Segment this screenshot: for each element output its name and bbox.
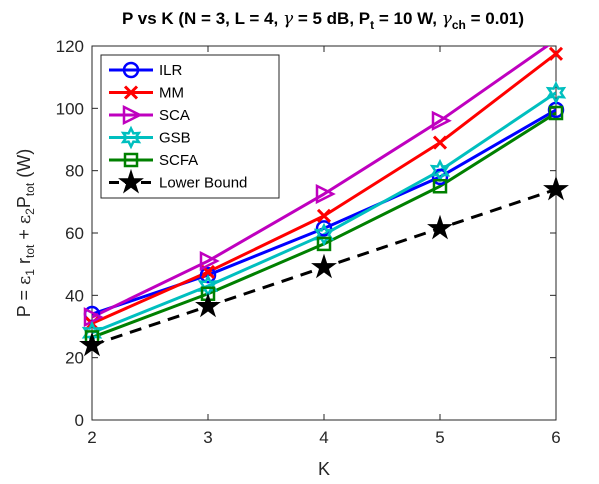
data-point-ilr — [199, 266, 217, 284]
data-point-lower-bound — [79, 331, 105, 357]
y-axis-label: P = ε1 rtot + ε2Ptot (W) — [14, 149, 37, 317]
data-point-mm — [548, 46, 564, 61]
x-tick-label: 4 — [319, 428, 328, 447]
data-point-sca — [315, 184, 336, 205]
chart-title: P vs K (N = 3, L = 4, γ = 5 dB, Pt = 10 … — [122, 9, 524, 32]
data-point-lower-bound — [427, 214, 453, 240]
legend-marker-gsb — [120, 125, 142, 150]
data-point-ilr — [315, 220, 333, 237]
legend-label-mm: MM — [159, 85, 184, 102]
x-tick-label: 6 — [551, 428, 560, 447]
y-tick-label: 120 — [56, 37, 84, 56]
data-point-sca — [431, 110, 452, 131]
legend-marker-scfa — [123, 152, 139, 168]
data-point-scfa — [432, 179, 448, 194]
data-point-sca — [199, 251, 220, 272]
legend-label-gsb: GSB — [159, 130, 191, 147]
data-point-scfa — [548, 105, 564, 121]
x-tick-label: 2 — [87, 428, 96, 447]
data-point-gsb — [313, 222, 335, 247]
data-point-ilr — [431, 168, 449, 186]
y-tick-label: 20 — [65, 349, 84, 368]
y-tick-label: 40 — [65, 286, 84, 305]
series-markers — [79, 46, 569, 357]
legend-label-ilr: ILR — [159, 62, 183, 79]
data-point-mm — [316, 208, 332, 223]
legend-label-sca: SCA — [159, 107, 190, 124]
data-point-lower-bound — [311, 253, 337, 279]
legend-marker-ilr — [122, 61, 140, 79]
data-point-mm — [432, 135, 448, 150]
legend: ILR MM SCA GSB SCFA Lower Bound — [100, 54, 280, 199]
data-point-lower-bound — [543, 175, 569, 201]
y-tick-label: 60 — [65, 224, 84, 243]
legend-marker-lower-bound — [118, 168, 144, 194]
legend-label-scfa: SCFA — [159, 152, 198, 169]
y-tick-label: 80 — [65, 162, 84, 181]
series-line-sca — [92, 46, 550, 319]
data-point-sca — [83, 307, 104, 328]
legend-marker-sca — [122, 104, 143, 126]
x-tick-label: 5 — [435, 428, 444, 447]
legend-label-lower-bound: Lower Bound — [159, 175, 247, 192]
y-tick-label: 100 — [56, 99, 84, 118]
data-point-scfa — [316, 236, 332, 252]
x-axis-label: K — [318, 459, 330, 479]
data-point-lower-bound — [195, 292, 221, 318]
y-tick-label: 0 — [75, 411, 84, 430]
data-point-gsb — [545, 80, 567, 105]
legend-marker-mm — [123, 85, 139, 100]
x-tick-label: 3 — [203, 428, 212, 447]
